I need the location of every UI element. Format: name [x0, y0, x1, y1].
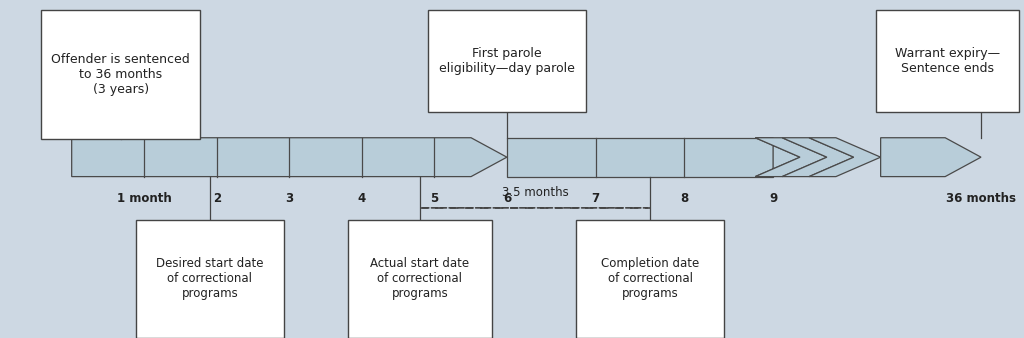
FancyBboxPatch shape: [876, 10, 1019, 112]
FancyBboxPatch shape: [348, 220, 492, 338]
Text: 7: 7: [592, 192, 600, 205]
Text: 9: 9: [769, 192, 777, 205]
Text: 2: 2: [213, 192, 221, 205]
Text: Desired start date
of correctional
programs: Desired start date of correctional progr…: [157, 257, 263, 300]
Polygon shape: [507, 138, 773, 176]
Polygon shape: [881, 138, 981, 176]
FancyBboxPatch shape: [428, 10, 586, 112]
Text: Actual start date
of correctional
programs: Actual start date of correctional progra…: [371, 257, 469, 300]
Text: 36 months: 36 months: [946, 192, 1016, 205]
FancyBboxPatch shape: [41, 10, 201, 139]
Text: 3.5 months: 3.5 months: [502, 187, 568, 199]
Text: First parole
eligibility—day parole: First parole eligibility—day parole: [439, 47, 574, 75]
Text: 5: 5: [430, 192, 438, 205]
Text: Warrant expiry—
Sentence ends: Warrant expiry— Sentence ends: [895, 47, 999, 75]
Text: 3: 3: [286, 192, 293, 205]
Text: 4: 4: [357, 192, 366, 205]
Polygon shape: [782, 138, 854, 176]
Polygon shape: [756, 138, 800, 176]
Text: Offender is sentenced
to 36 months
(3 years): Offender is sentenced to 36 months (3 ye…: [51, 53, 190, 96]
FancyBboxPatch shape: [135, 220, 284, 338]
Polygon shape: [72, 138, 507, 176]
Polygon shape: [809, 138, 881, 176]
Text: Completion date
of correctional
programs: Completion date of correctional programs: [601, 257, 699, 300]
Text: 8: 8: [680, 192, 688, 205]
Polygon shape: [756, 138, 827, 176]
Text: 6: 6: [503, 192, 511, 205]
Text: 1 month: 1 month: [117, 192, 172, 205]
FancyBboxPatch shape: [575, 220, 725, 338]
